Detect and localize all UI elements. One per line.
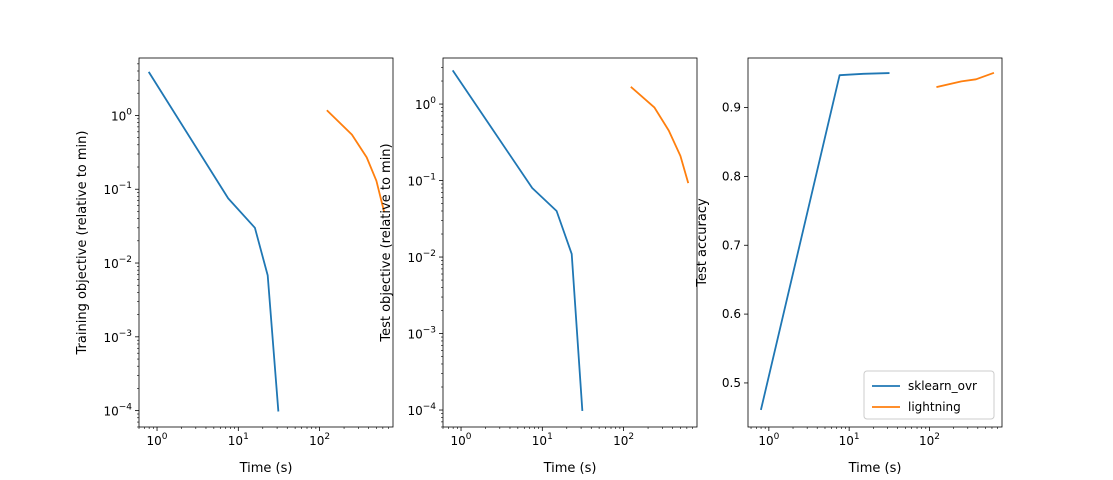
series-line-sklearn_ovr (147, 71, 280, 412)
y-axis-label: Test objective (relative to min) (379, 143, 394, 342)
y-tick-label: 10−1 (407, 173, 436, 189)
x-axis-label: Time (s) (543, 461, 597, 476)
x-tick-label: 100 (758, 432, 779, 448)
plot-frame (442, 57, 698, 428)
y-tick-label: 10−2 (103, 255, 132, 271)
x-tick-label: 100 (451, 432, 472, 448)
y-tick-label: 10−3 (103, 329, 132, 345)
series-line-lightning (630, 86, 690, 184)
plot-frame (747, 57, 1003, 428)
x-axis-label: Time (s) (848, 461, 902, 476)
x-tick-label: 101 (228, 432, 249, 448)
y-tick-label: 0.9 (722, 101, 741, 115)
x-tick-label: 102 (613, 432, 634, 448)
x-tick-label: 102 (919, 432, 940, 448)
y-tick-label: 0.8 (722, 169, 741, 183)
y-tick-label: 10−1 (103, 181, 132, 197)
y-tick-label: 0.5 (722, 376, 741, 390)
legend: sklearn_ovr lightning (863, 370, 995, 420)
y-axis-label: Test accuracy (695, 198, 710, 288)
y-tick-label: 10−2 (407, 249, 436, 265)
x-tick-label: 101 (532, 432, 553, 448)
y-tick-label: 10−3 (407, 326, 436, 342)
y-tick-label: 10−4 (103, 403, 132, 419)
x-axis-label: Time (s) (239, 461, 293, 476)
x-tick-label: 102 (309, 432, 330, 448)
series-line-lightning (936, 71, 995, 88)
series-line-sklearn_ovr (451, 69, 584, 411)
y-tick-label: 0.6 (722, 307, 741, 321)
x-tick-label: 101 (839, 432, 860, 448)
y-tick-label: 0.7 (722, 238, 741, 252)
series-line-lightning (326, 109, 386, 213)
y-tick-label: 100 (111, 107, 132, 123)
training-objective-subplot: 100 101 102 10−4 10−3 10−2 10−1 100 Time (s) Trai… (75, 57, 394, 476)
test-objective-subplot: 100 101 102 10−4 10−3 10−2 10−1 100 Time (s) Test… (379, 57, 698, 476)
test-accuracy-subplot: 100 101 102 0.5 0.6 0.7 0.8 0.9 Time (s) Test acc… (695, 57, 1003, 476)
series-line-sklearn_ovr (760, 72, 890, 411)
plot-frame (138, 57, 394, 428)
y-axis-label: Training objective (relative to min) (75, 131, 90, 356)
legend-label-sklearn_ovr: sklearn_ovr (908, 379, 977, 393)
legend-label-lightning: lightning (908, 400, 961, 414)
x-tick-label: 100 (147, 432, 168, 448)
y-tick-label: 100 (415, 96, 436, 112)
y-tick-label: 10−4 (407, 402, 436, 418)
